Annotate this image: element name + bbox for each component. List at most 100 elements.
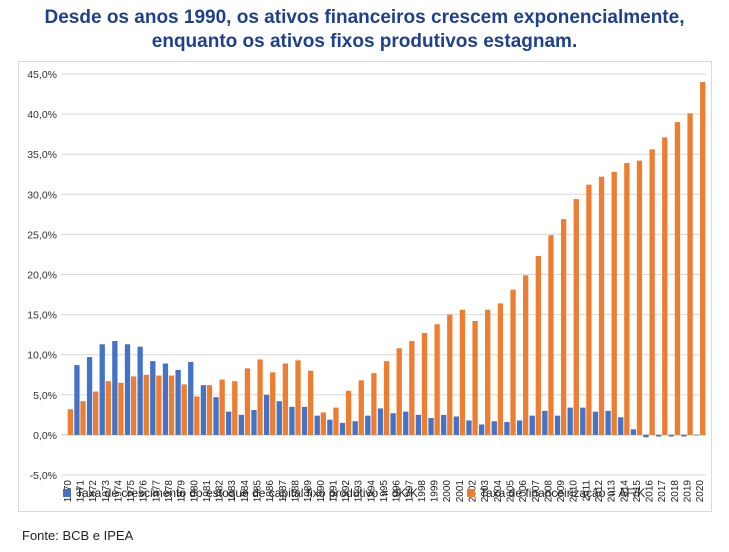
bar-dk-k (693, 434, 700, 436)
bar-dk-k (656, 434, 662, 437)
y-tick-label: 20,0% (27, 270, 57, 282)
x-tick-label: 1985 (253, 480, 264, 503)
x-tick-label: 1992 (341, 480, 352, 503)
chart-title-line-2: enquanto os ativos fixos produtivos esta… (151, 31, 578, 52)
y-tick-label: -5,0% (30, 470, 57, 482)
bar-dk-k (365, 415, 371, 435)
x-tick-label: 1997 (404, 480, 415, 503)
bar-dk-k (415, 414, 422, 435)
bar-dk-k (162, 363, 169, 435)
bar-dk-k (276, 401, 282, 435)
legend-label: Taxa de financeirização = AF/K (480, 486, 645, 500)
bar-af-k (700, 82, 706, 435)
x-tick-label: 1977 (151, 480, 162, 503)
x-tick-label: 1974 (113, 480, 124, 503)
y-tick-label: 35,0% (27, 149, 57, 161)
bar-af-k (611, 171, 617, 435)
x-tick-label: 1988 (290, 480, 301, 503)
y-tick-label: 45,0% (27, 69, 57, 81)
bar-af-k (409, 341, 415, 435)
bar-dk-k (529, 415, 535, 435)
bar-dk-k (605, 410, 611, 435)
x-tick-label: 2018 (670, 480, 681, 503)
chart-frame: -5,0% 0,0% 5,0% 10,0% 15,0% 20,0% 25,0% 30,0% 35… (18, 61, 712, 512)
bar-af-k (649, 149, 655, 435)
bar-dk-k (327, 419, 333, 435)
x-tick-label: 1987 (278, 480, 289, 503)
x-tick-label: 1990 (316, 480, 327, 503)
x-tick-label: 1984 (240, 480, 251, 503)
bar-dk-k (403, 411, 409, 435)
bar-af-k (434, 324, 440, 435)
x-tick-label: 1993 (354, 480, 365, 503)
bar-af-k (497, 303, 504, 435)
legend-swatch (467, 489, 475, 497)
bar-af-k (459, 309, 466, 435)
bar-dk-k (74, 365, 80, 435)
bar-dk-k (175, 369, 181, 435)
bar-af-k (130, 376, 137, 435)
x-tick-label: 2013 (607, 480, 618, 503)
bar-af-k (383, 361, 390, 435)
bar-dk-k (504, 422, 510, 435)
bar-af-k (232, 381, 238, 435)
y-tick-label: 30,0% (27, 189, 57, 201)
bar-dk-k (339, 422, 346, 435)
bar-dk-k (301, 406, 308, 435)
x-tick-label: 1999 (430, 480, 441, 503)
bar-dk-k (681, 434, 687, 437)
bar-dk-k (150, 361, 156, 435)
x-tick-label: 2003 (480, 480, 491, 503)
bar-dk-k (643, 434, 649, 438)
bar-dk-k (466, 420, 472, 435)
bar-dk-k (86, 357, 93, 435)
bar-dk-k (478, 424, 485, 435)
bar-af-k (270, 372, 276, 435)
bar-af-k (636, 160, 643, 435)
bar-af-k (67, 409, 74, 435)
bar-af-k (662, 137, 668, 435)
bar-dk-k (491, 421, 497, 435)
bar-af-k (105, 381, 111, 435)
x-tick-label: 1981 (202, 480, 213, 503)
bar-dk-k (630, 429, 637, 435)
bar-dk-k (124, 344, 131, 435)
bar-af-k (295, 360, 301, 435)
bar-dk-k (453, 416, 459, 435)
bar-af-k (421, 333, 428, 435)
x-tick-label: 1975 (126, 480, 137, 503)
legend-swatch (63, 489, 71, 497)
bar-af-k (257, 359, 263, 435)
y-tick-label: 5,0% (33, 390, 57, 402)
x-tick-label: 1983 (227, 480, 238, 503)
source-note: Fonte: BCB e IPEA (22, 528, 134, 543)
bar-dk-k (200, 385, 207, 435)
bar-af-k (535, 256, 541, 435)
bar-af-k (573, 199, 579, 435)
x-tick-label: 1972 (88, 480, 99, 503)
bar-dk-k (188, 361, 194, 435)
x-tick-label: 2016 (645, 480, 656, 503)
x-tick-label: 1994 (366, 480, 377, 503)
legend-label: Taxa de crescimento do estoque de capita… (76, 486, 418, 500)
x-tick-label: 2011 (581, 480, 592, 502)
bar-af-k (548, 235, 554, 435)
bar-dk-k (314, 415, 320, 435)
bar-af-k (80, 401, 86, 435)
bar-dk-k (592, 411, 599, 435)
x-tick-label: 2017 (657, 480, 668, 503)
x-tick-label: 1979 (177, 480, 188, 503)
x-tick-label: 2012 (594, 480, 605, 503)
bar-af-k (219, 379, 225, 435)
x-tick-label: 1991 (328, 480, 339, 503)
bar-chart: -5,0% 0,0% 5,0% 10,0% 15,0% 20,0% 25,0% 30,0% 35… (27, 69, 706, 503)
bar-af-k (598, 176, 605, 435)
bar-dk-k (377, 408, 384, 435)
bar-af-k (447, 314, 453, 435)
x-tick-label: 2015 (632, 480, 643, 503)
bar-af-k (472, 321, 478, 435)
bar-af-k (156, 375, 162, 435)
bar-af-k (485, 309, 491, 435)
x-tick-label: 1973 (101, 480, 112, 503)
bar-af-k (333, 407, 339, 435)
